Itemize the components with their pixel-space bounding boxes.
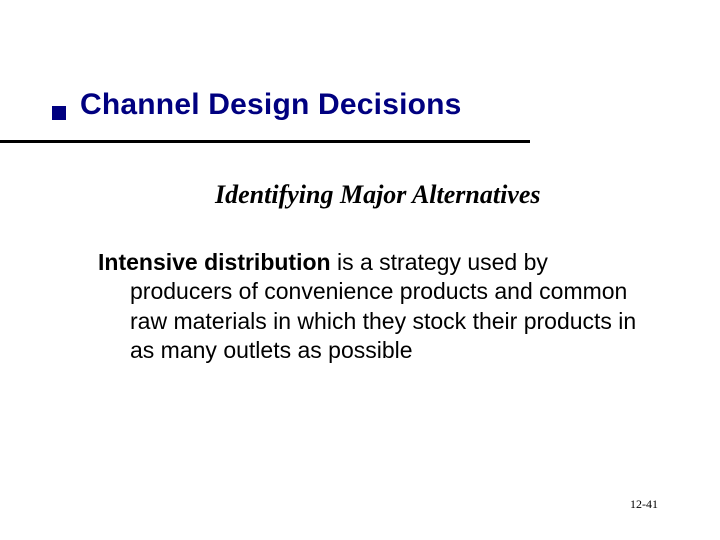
page-number: 12-41	[630, 497, 658, 512]
body-text: Intensive distribution is a strategy use…	[98, 248, 643, 366]
slide: Channel Design Decisions Identifying Maj…	[0, 0, 720, 540]
body-term: Intensive distribution	[98, 249, 331, 275]
horizontal-rule	[0, 140, 530, 143]
slide-subtitle: Identifying Major Alternatives	[215, 180, 541, 210]
slide-title: Channel Design Decisions	[80, 88, 462, 122]
square-bullet-icon	[52, 106, 66, 120]
